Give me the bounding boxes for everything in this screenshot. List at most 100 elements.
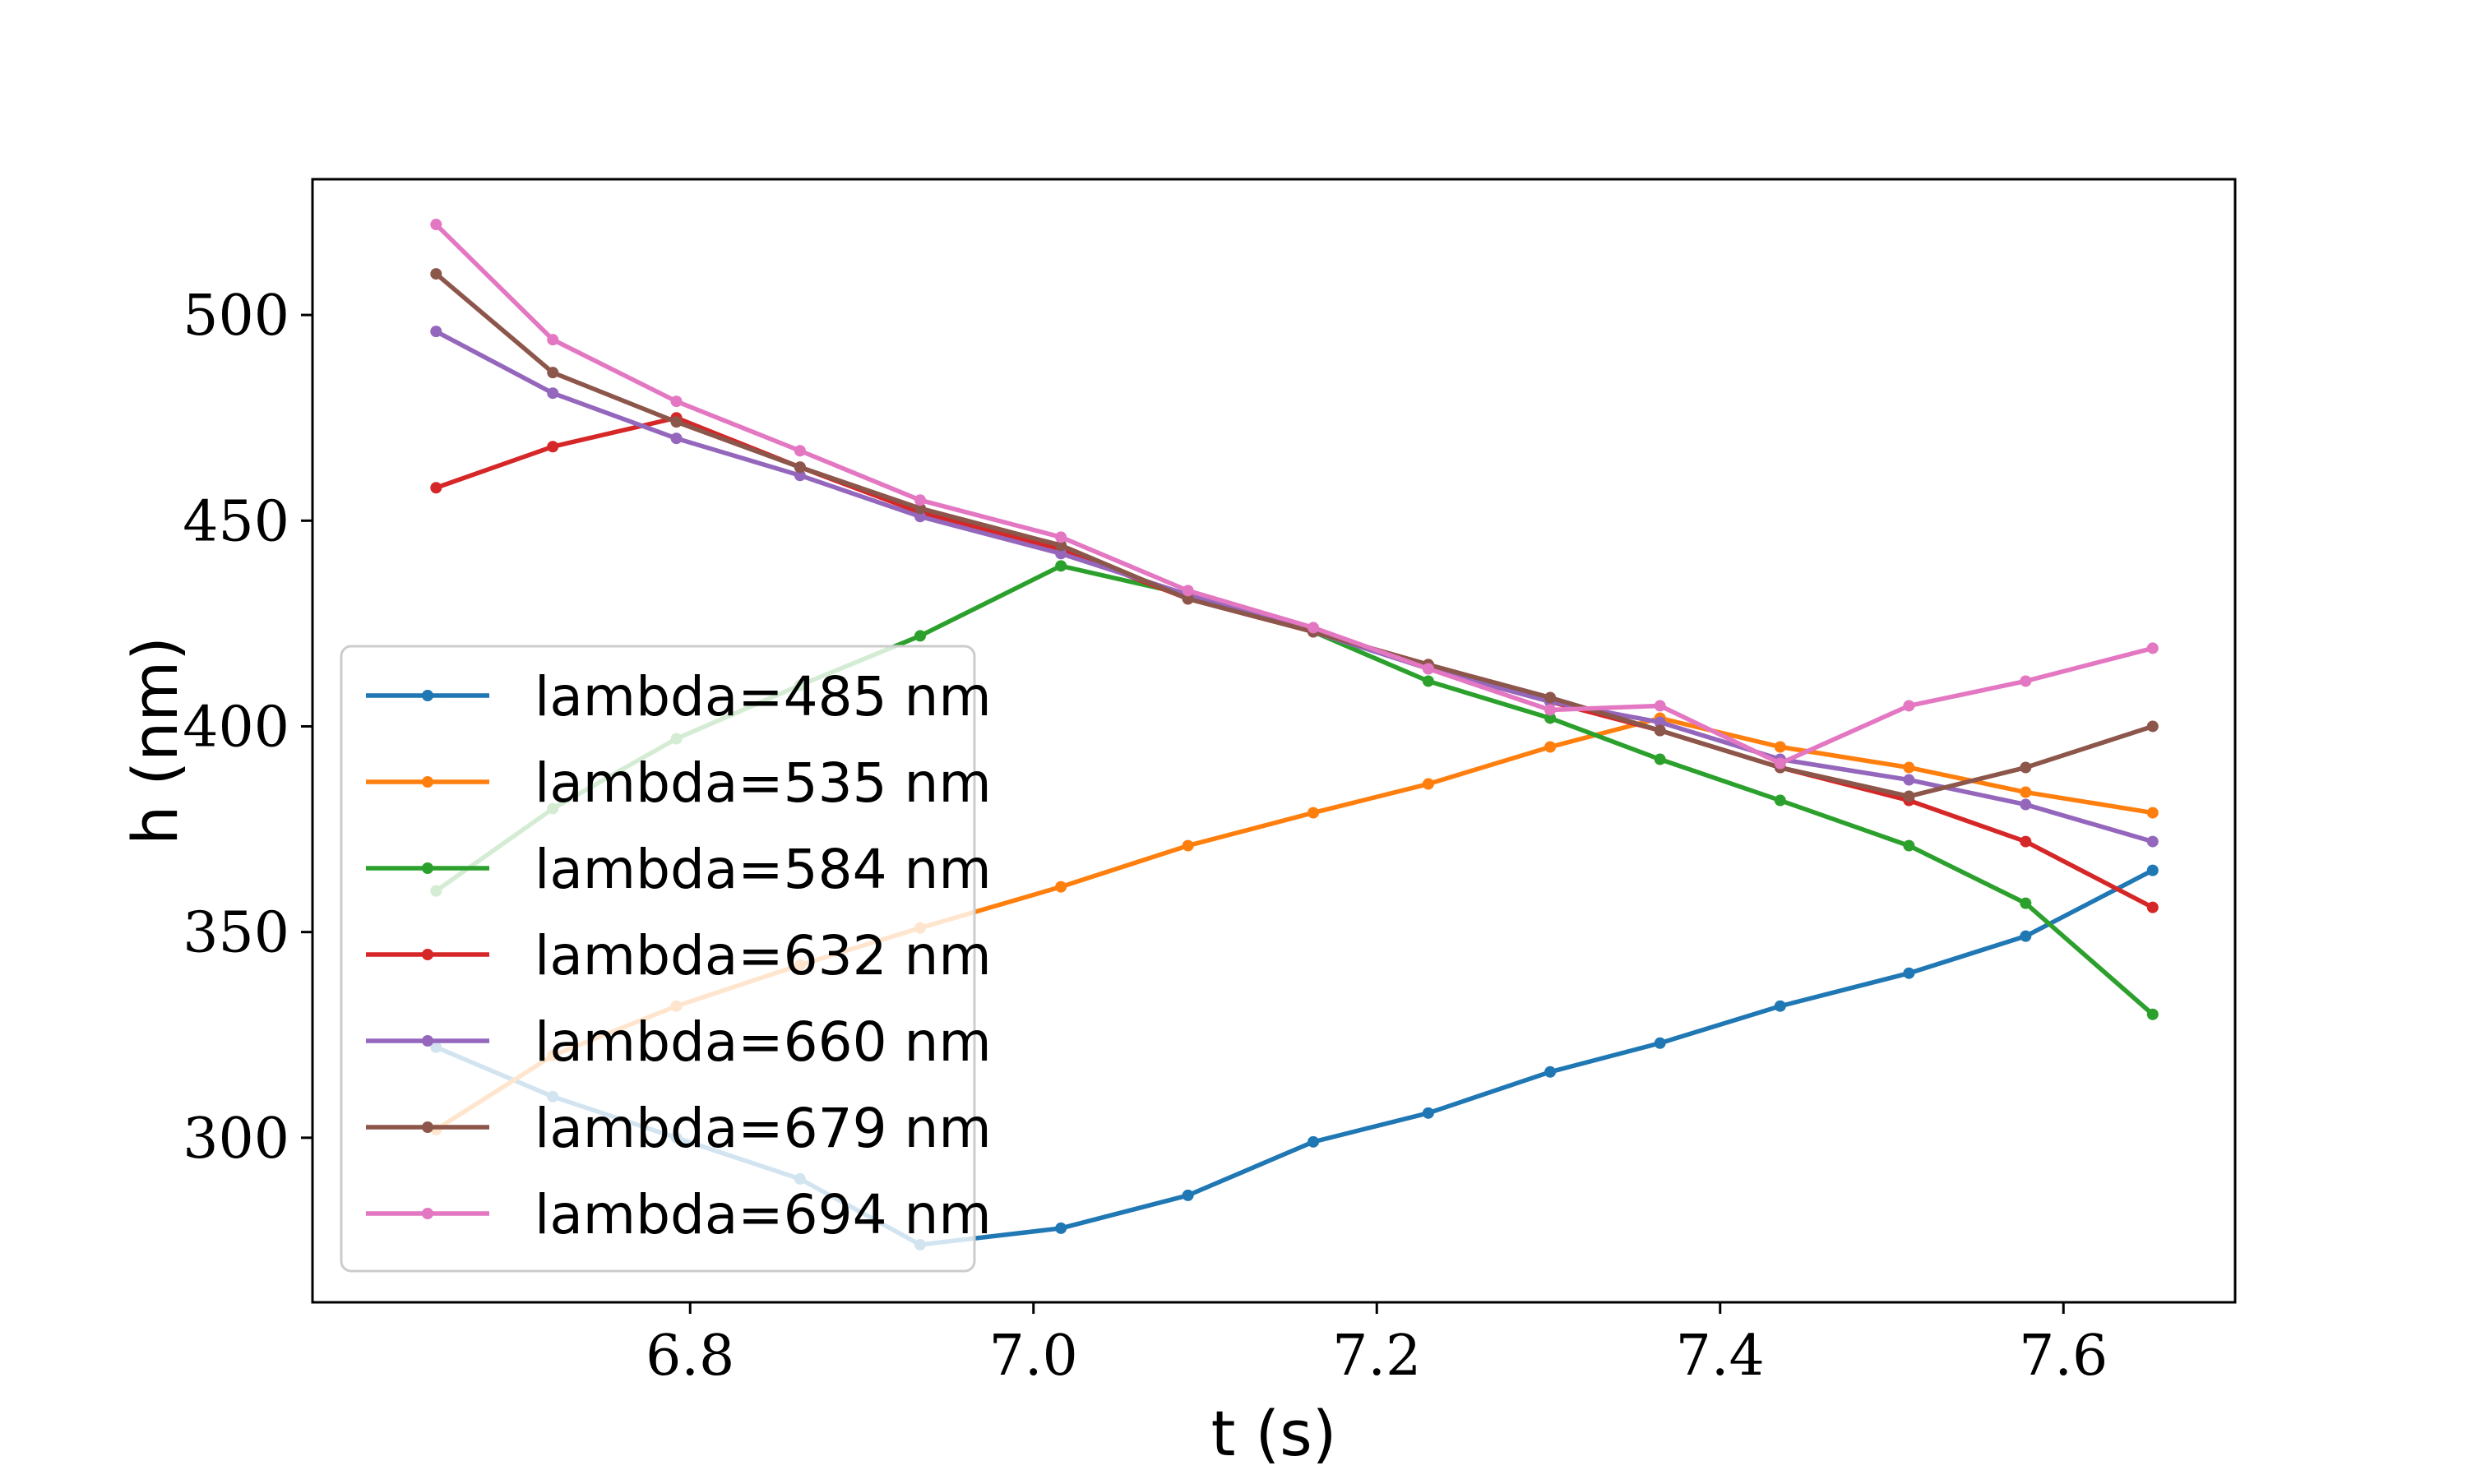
legend-swatch-marker: [422, 949, 433, 960]
data-point: [794, 469, 806, 482]
data-point: [430, 482, 442, 494]
ticks-layer: 6.8 7.0 7.2 7.4 7.6 300 350 400 450 500: [183, 284, 2108, 1389]
data-point: [1544, 741, 1557, 753]
data-point: [1055, 1222, 1067, 1234]
legend-item: lambda=632 nm: [366, 924, 992, 987]
data-point: [430, 268, 442, 280]
data-point: [1308, 622, 1320, 634]
data-point: [1774, 794, 1786, 807]
data-point: [670, 395, 683, 408]
data-point: [1308, 1135, 1320, 1148]
data-point: [1544, 691, 1557, 704]
data-point: [2146, 901, 2159, 913]
legend-label: lambda=679 nm: [535, 1097, 992, 1160]
legend-label: lambda=485 nm: [535, 665, 992, 728]
data-point: [1774, 741, 1786, 753]
data-point: [1654, 716, 1666, 728]
data-point: [1903, 967, 1915, 979]
data-point: [1544, 1066, 1557, 1078]
y-tick-label: 400: [183, 695, 289, 760]
legend-label: lambda=660 nm: [535, 1010, 992, 1074]
data-point: [2146, 807, 2159, 819]
data-point: [547, 441, 559, 453]
legend-swatch-marker: [422, 776, 433, 788]
legend-item: lambda=584 nm: [366, 838, 992, 901]
data-point: [1182, 585, 1194, 597]
data-point: [1544, 712, 1557, 724]
data-point: [2020, 786, 2032, 798]
data-point: [914, 511, 926, 523]
data-point: [547, 334, 559, 346]
data-point: [1903, 839, 1915, 852]
data-point: [670, 416, 683, 428]
data-point: [1055, 531, 1067, 543]
data-point: [2146, 1008, 2159, 1020]
x-tick-label: 7.2: [1332, 1324, 1421, 1389]
data-point: [1774, 1000, 1786, 1012]
plot-frame: [311, 178, 2237, 1304]
x-tick-label: 7.4: [1676, 1324, 1765, 1389]
legend-item: lambda=535 nm: [366, 751, 992, 815]
series-layer: [430, 219, 2159, 1251]
data-point: [914, 502, 926, 515]
x-tick-label: 7.6: [2019, 1324, 2108, 1389]
legend-swatch-marker: [422, 1035, 433, 1047]
data-point: [1055, 539, 1067, 552]
data-point: [794, 461, 806, 474]
data-point: [914, 494, 926, 506]
data-point: [1422, 675, 1434, 687]
legend-label: lambda=535 nm: [535, 751, 992, 815]
data-point: [794, 445, 806, 457]
data-point: [1422, 778, 1434, 790]
data-point: [1182, 593, 1194, 605]
data-point: [2020, 897, 2032, 909]
legend-item: lambda=660 nm: [366, 1010, 992, 1074]
legend-label: lambda=694 nm: [535, 1183, 992, 1246]
legend-swatch-marker: [422, 1208, 433, 1219]
data-point: [1055, 881, 1067, 893]
data-point: [1903, 774, 1915, 786]
legend-swatch-marker: [422, 862, 433, 874]
data-point: [2020, 835, 2032, 848]
data-point: [430, 326, 442, 338]
data-point: [1654, 700, 1666, 712]
legend-item: lambda=694 nm: [366, 1183, 992, 1246]
y-tick-label: 300: [183, 1107, 289, 1172]
data-point: [1903, 761, 1915, 774]
data-point: [1055, 548, 1067, 560]
x-tick-label: 6.8: [646, 1324, 734, 1389]
data-point: [1055, 560, 1067, 572]
data-point: [1182, 839, 1194, 852]
data-point: [1182, 1189, 1194, 1201]
data-point: [2146, 864, 2159, 876]
data-point: [2020, 798, 2032, 811]
data-point: [1654, 1037, 1666, 1049]
legend-swatch-marker: [422, 1121, 433, 1133]
data-point: [2146, 642, 2159, 654]
data-point: [2020, 675, 2032, 687]
data-point: [670, 432, 683, 445]
data-point: [1308, 807, 1320, 819]
data-point: [1774, 757, 1786, 770]
data-point: [1903, 700, 1915, 712]
data-point: [1654, 724, 1666, 737]
data-point: [430, 219, 442, 231]
legend-label: lambda=632 nm: [535, 924, 992, 987]
x-axis-label: t (s): [1211, 1397, 1337, 1470]
legend-label: lambda=584 nm: [535, 838, 992, 901]
data-point: [1544, 704, 1557, 716]
legend: lambda=485 nm lambda=535 nm lambda=584 nm l…: [340, 645, 992, 1273]
data-point: [2146, 720, 2159, 733]
data-point: [1422, 663, 1434, 675]
series-6: [430, 219, 2159, 770]
y-tick-label: 450: [183, 489, 289, 554]
data-point: [2020, 930, 2032, 942]
data-point: [1654, 753, 1666, 765]
data-point: [1903, 790, 1915, 802]
data-point: [914, 630, 926, 642]
legend-item: lambda=679 nm: [366, 1097, 992, 1160]
data-point: [1422, 1107, 1434, 1119]
x-tick-label: 7.0: [989, 1324, 1078, 1389]
